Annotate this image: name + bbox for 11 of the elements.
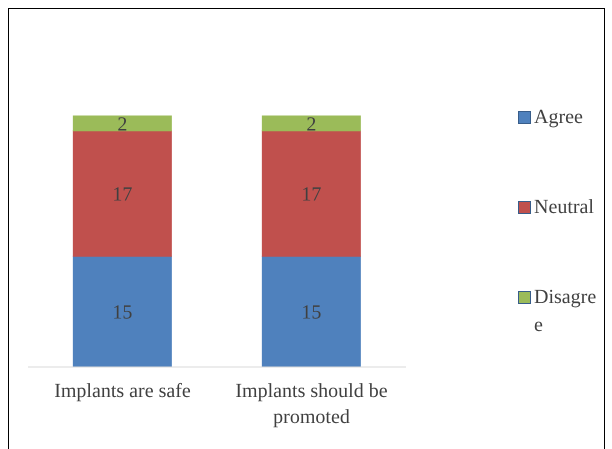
legend-label: Disagree bbox=[534, 285, 598, 338]
data-label: 15 bbox=[301, 302, 322, 324]
x-tick-label: Implants are safe bbox=[54, 380, 191, 402]
data-label: 17 bbox=[301, 184, 322, 206]
data-label: 2 bbox=[117, 113, 128, 136]
data-label: 2 bbox=[306, 113, 316, 136]
data-label: 17 bbox=[112, 184, 132, 206]
legend-label: Neutral bbox=[534, 195, 595, 220]
data-label: 15 bbox=[112, 302, 132, 324]
legend-label: Agree bbox=[534, 105, 584, 130]
x-tick-label: Implants should be promoted bbox=[235, 380, 388, 428]
